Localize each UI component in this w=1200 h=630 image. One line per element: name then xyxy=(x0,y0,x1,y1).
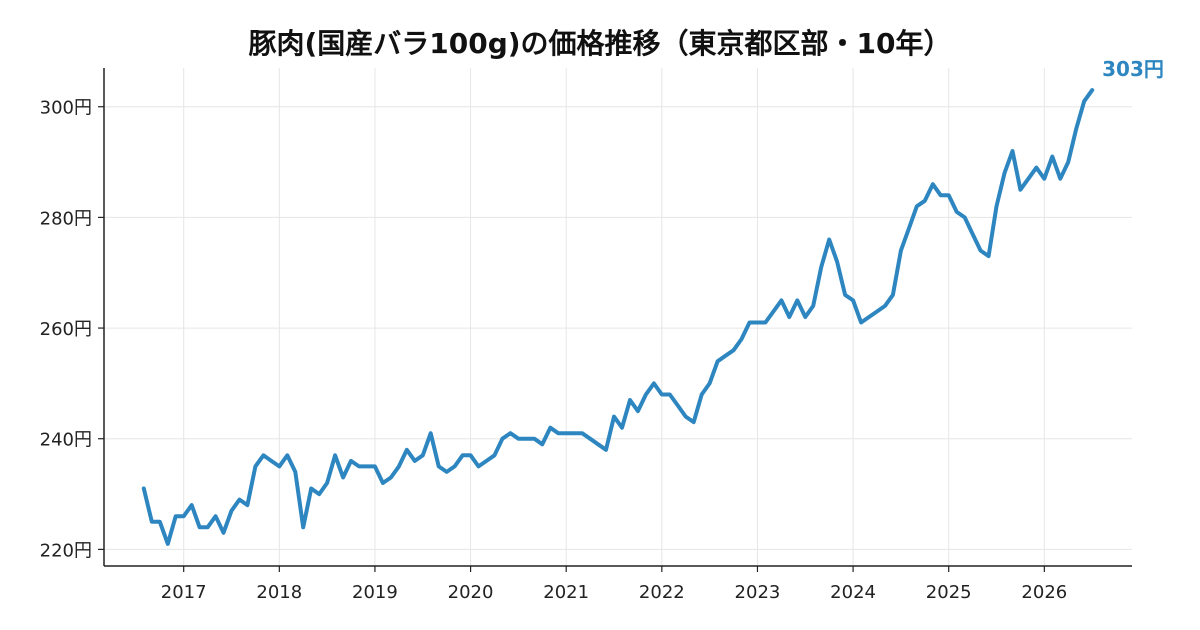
x-tick-label: 2018 xyxy=(256,582,302,603)
x-tick-label: 2019 xyxy=(352,582,398,603)
y-tick-label: 280円 xyxy=(40,208,92,229)
x-tick-label: 2026 xyxy=(1021,582,1067,603)
end-value-label: 303円 xyxy=(1102,57,1164,81)
chart-title: 豚肉(国産バラ100g)の価格推移（東京都区部・10年） xyxy=(248,27,952,60)
y-tick-label: 220円 xyxy=(40,540,92,561)
x-tick-label: 2025 xyxy=(926,582,972,603)
x-tick-label: 2021 xyxy=(543,582,589,603)
price-series-line xyxy=(141,88,1095,546)
x-tick-label: 2024 xyxy=(830,582,876,603)
axes xyxy=(98,68,1132,572)
y-tick-label: 260円 xyxy=(40,319,92,340)
x-tick-label: 2020 xyxy=(448,582,494,603)
x-tick-label: 2022 xyxy=(639,582,685,603)
y-tick-label: 300円 xyxy=(40,98,92,119)
y-tick-label: 240円 xyxy=(40,430,92,451)
x-tick-label: 2023 xyxy=(735,582,781,603)
series-layer: 303円 xyxy=(141,57,1164,546)
x-tick-label: 2017 xyxy=(161,582,207,603)
tick-labels: 220円 240円 260円 280円 300円 2017 2018 2019 2020 2021… xyxy=(40,98,1068,603)
grid-lines xyxy=(104,68,1132,566)
